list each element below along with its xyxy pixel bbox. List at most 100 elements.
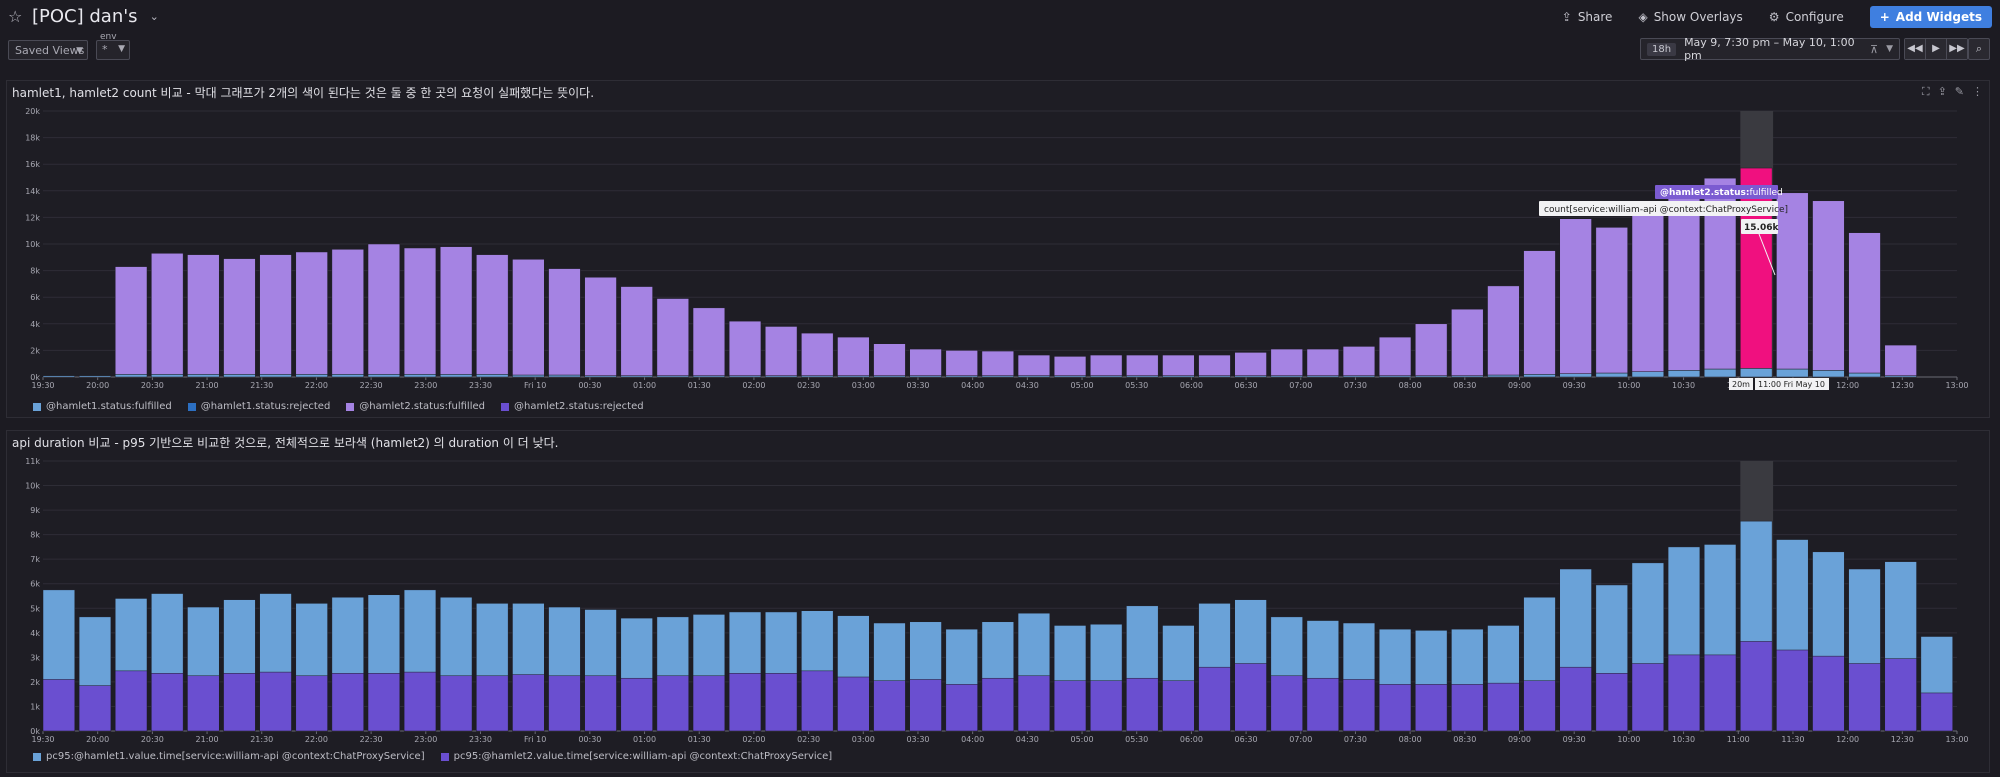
- bar[interactable]: [1631, 371, 1665, 378]
- bar[interactable]: [692, 675, 726, 732]
- bar[interactable]: [1595, 673, 1628, 732]
- fast-forward-icon[interactable]: ▶▶: [1947, 39, 1967, 59]
- bar[interactable]: [548, 268, 581, 376]
- bar[interactable]: [909, 679, 942, 732]
- bar[interactable]: [187, 254, 220, 375]
- bar[interactable]: [223, 374, 256, 378]
- bar[interactable]: [476, 254, 509, 375]
- bar[interactable]: [801, 332, 834, 376]
- bar[interactable]: [403, 247, 437, 375]
- bar[interactable]: [114, 266, 148, 375]
- legend-item[interactable]: @hamlet2.status:rejected: [501, 401, 644, 412]
- bar[interactable]: [187, 374, 220, 378]
- bar[interactable]: [1342, 346, 1376, 376]
- bar[interactable]: [1487, 374, 1520, 378]
- bar[interactable]: [1487, 682, 1520, 732]
- bar[interactable]: [78, 685, 112, 732]
- bar[interactable]: [1920, 692, 1953, 732]
- bar[interactable]: [1848, 372, 1881, 378]
- dashboard-title[interactable]: [POC] dan's: [32, 6, 138, 27]
- bar[interactable]: [259, 374, 292, 378]
- bar[interactable]: [837, 336, 870, 376]
- bar[interactable]: [1740, 641, 1773, 732]
- bar[interactable]: [1487, 285, 1520, 376]
- bar[interactable]: [548, 675, 581, 732]
- bar[interactable]: [1667, 198, 1701, 371]
- zoom-search-icon[interactable]: ⌕: [1968, 38, 1990, 60]
- bar[interactable]: [873, 343, 906, 376]
- bar[interactable]: [1523, 680, 1556, 732]
- bar[interactable]: [1812, 655, 1845, 732]
- saved-views-dropdown[interactable]: Saved Views ▼: [8, 40, 88, 60]
- configure-button[interactable]: ⚙ Configure: [1769, 10, 1844, 24]
- bar[interactable]: [765, 326, 798, 376]
- bar[interactable]: [439, 675, 473, 732]
- bar[interactable]: [1559, 373, 1592, 378]
- bar[interactable]: [114, 374, 148, 378]
- bar[interactable]: [223, 258, 256, 375]
- bar[interactable]: [1198, 354, 1231, 376]
- chevron-down-icon[interactable]: ⌄: [149, 10, 159, 23]
- bar[interactable]: [981, 350, 1014, 376]
- bar[interactable]: [1162, 354, 1195, 376]
- bar[interactable]: [656, 298, 689, 376]
- bar[interactable]: [692, 307, 726, 376]
- bar[interactable]: [1523, 250, 1556, 375]
- bar[interactable]: [1595, 227, 1628, 374]
- bar[interactable]: [439, 374, 473, 378]
- bar[interactable]: [1776, 649, 1809, 732]
- bar[interactable]: [476, 374, 509, 378]
- bar[interactable]: [1667, 654, 1701, 732]
- time-range-picker[interactable]: 18h May 9, 7:30 pm – May 10, 1:00 pm ⊼ ▼: [1640, 36, 1900, 62]
- bar[interactable]: [403, 671, 437, 732]
- bar[interactable]: [548, 374, 581, 378]
- show-overlays-button[interactable]: ◈ Show Overlays: [1638, 10, 1742, 24]
- bar[interactable]: [42, 679, 76, 732]
- bar[interactable]: [1126, 677, 1159, 732]
- bar[interactable]: [1162, 680, 1195, 732]
- bar[interactable]: [512, 259, 545, 376]
- bar[interactable]: [1848, 663, 1881, 732]
- bar[interactable]: [584, 675, 617, 732]
- rewind-icon[interactable]: ◀◀: [1905, 39, 1926, 59]
- bar[interactable]: [1884, 344, 1917, 376]
- bar[interactable]: [1415, 684, 1448, 732]
- bar[interactable]: [1378, 684, 1412, 732]
- bar[interactable]: [837, 676, 870, 732]
- bar[interactable]: [1667, 370, 1701, 378]
- env-dropdown[interactable]: * ▼: [96, 40, 130, 60]
- bar[interactable]: [1523, 374, 1556, 378]
- bar[interactable]: [476, 675, 509, 732]
- bar[interactable]: [620, 286, 653, 376]
- bar[interactable]: [223, 673, 256, 732]
- bar[interactable]: [1703, 654, 1737, 732]
- bar[interactable]: [114, 670, 148, 732]
- bar[interactable]: [331, 249, 364, 375]
- bar[interactable]: [1126, 354, 1159, 376]
- bar[interactable]: [1017, 675, 1051, 732]
- bar[interactable]: [1776, 368, 1809, 378]
- bar[interactable]: [1595, 372, 1628, 378]
- legend-item[interactable]: @hamlet1.status:fulfilled: [33, 401, 172, 412]
- bar[interactable]: [295, 374, 328, 378]
- bar[interactable]: [259, 671, 292, 732]
- bar[interactable]: [981, 677, 1014, 732]
- bar[interactable]: [403, 374, 437, 378]
- edit-icon[interactable]: ✎: [1954, 85, 1964, 98]
- bar[interactable]: [367, 243, 401, 375]
- chart-duration[interactable]: 0k 1k 2k 3k 4k 5k 6k 7k 8k 9k 10k 11k 19:30 20:00 20:3…: [7, 431, 1989, 771]
- bar[interactable]: [1451, 684, 1484, 732]
- bar[interactable]: [1053, 680, 1087, 732]
- bar[interactable]: [945, 684, 978, 732]
- bar[interactable]: [1198, 666, 1231, 732]
- legend-item[interactable]: @hamlet1.status:rejected: [187, 401, 330, 412]
- bar[interactable]: [331, 673, 364, 732]
- bar[interactable]: [1053, 356, 1087, 376]
- export-icon[interactable]: ⇪: [1937, 85, 1947, 98]
- bar[interactable]: [1017, 354, 1051, 376]
- bar[interactable]: [439, 246, 473, 375]
- play-icon[interactable]: ▶: [1926, 39, 1947, 59]
- bar[interactable]: [801, 670, 834, 732]
- bar[interactable]: [295, 675, 328, 732]
- bar[interactable]: [1740, 368, 1773, 378]
